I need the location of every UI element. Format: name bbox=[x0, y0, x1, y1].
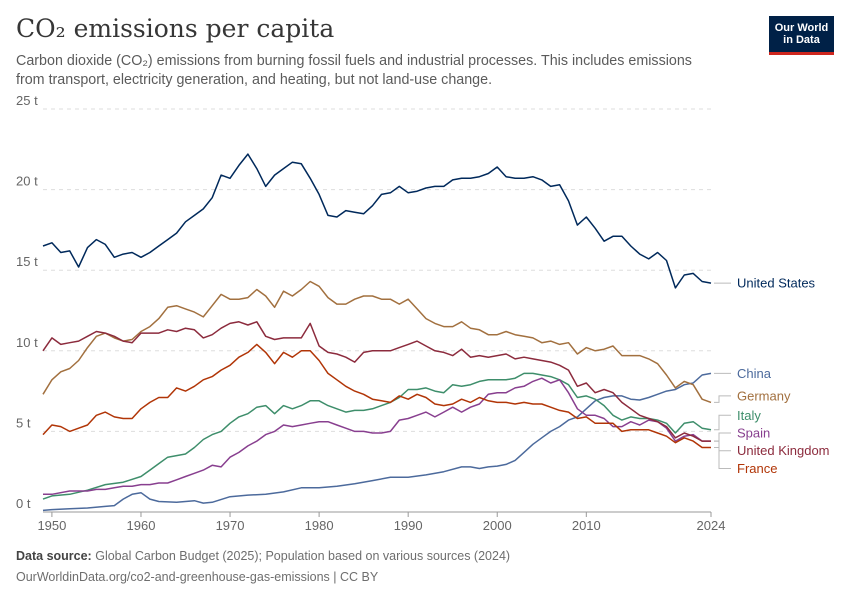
data-source-line: Data source: Global Carbon Budget (2025)… bbox=[16, 549, 510, 563]
y-tick-label: 25 t bbox=[16, 93, 38, 108]
series-line-china[interactable] bbox=[42, 372, 712, 512]
y-tick-label: 20 t bbox=[16, 174, 38, 189]
series-line-italy[interactable] bbox=[42, 372, 712, 500]
x-tick-label: 2010 bbox=[572, 518, 601, 533]
y-tick-label: 10 t bbox=[16, 335, 38, 350]
legend-label-united-kingdom[interactable]: United Kingdom bbox=[737, 443, 830, 458]
logo-line-1: Our World bbox=[774, 22, 829, 34]
x-tick-label: 1950 bbox=[37, 518, 66, 533]
series-layer bbox=[42, 153, 712, 512]
legend-label-germany[interactable]: Germany bbox=[737, 388, 791, 403]
x-tick-label: 1960 bbox=[127, 518, 156, 533]
chart-title: CO₂ emissions per capita bbox=[16, 14, 335, 43]
legend-label-united-states[interactable]: United States bbox=[737, 276, 816, 291]
legend-connector bbox=[714, 440, 731, 452]
series-line-germany[interactable] bbox=[42, 280, 712, 404]
series-line-france[interactable] bbox=[42, 343, 711, 449]
legend-label-spain[interactable]: Spain bbox=[737, 426, 770, 441]
legend-connector bbox=[714, 447, 731, 469]
grid-layer: 0 t 5 t 10 t 15 t 20 t 25 t 1950 1960 1970 1980 19… bbox=[16, 93, 725, 533]
data-source-label: Data source: bbox=[16, 549, 92, 563]
chart-subtitle: Carbon dioxide (CO₂) emissions from burn… bbox=[16, 53, 692, 88]
series-line-spain[interactable] bbox=[43, 377, 711, 496]
series-line-united-states[interactable] bbox=[42, 153, 712, 289]
legend-connector bbox=[714, 432, 731, 442]
legend-label-italy[interactable]: Italy bbox=[737, 408, 761, 423]
legend-connector bbox=[714, 414, 731, 431]
x-tick-label: 2024 bbox=[697, 518, 726, 533]
legend-layer: United States China Germany Italy Spain Unite… bbox=[714, 276, 830, 476]
logo-line-2: in Data bbox=[783, 34, 820, 46]
legend-label-china[interactable]: China bbox=[737, 366, 772, 381]
url-line[interactable]: OurWorldinData.org/co2-and-greenhouse-ga… bbox=[16, 570, 379, 584]
legend-label-france[interactable]: France bbox=[737, 461, 777, 476]
series-line-united-kingdom[interactable] bbox=[42, 321, 711, 442]
x-tick-label: 1990 bbox=[394, 518, 423, 533]
x-tick-label: 2000 bbox=[483, 518, 512, 533]
y-tick-label: 5 t bbox=[16, 415, 31, 430]
y-tick-label: 15 t bbox=[16, 254, 38, 269]
x-tick-label: 1980 bbox=[305, 518, 334, 533]
owid-logo[interactable]: Our World in Data bbox=[769, 16, 834, 55]
legend-connector bbox=[714, 395, 731, 403]
data-source-text: Global Carbon Budget (2025); Population … bbox=[95, 549, 511, 563]
x-tick-label: 1970 bbox=[216, 518, 245, 533]
y-tick-label: 0 t bbox=[16, 496, 31, 511]
